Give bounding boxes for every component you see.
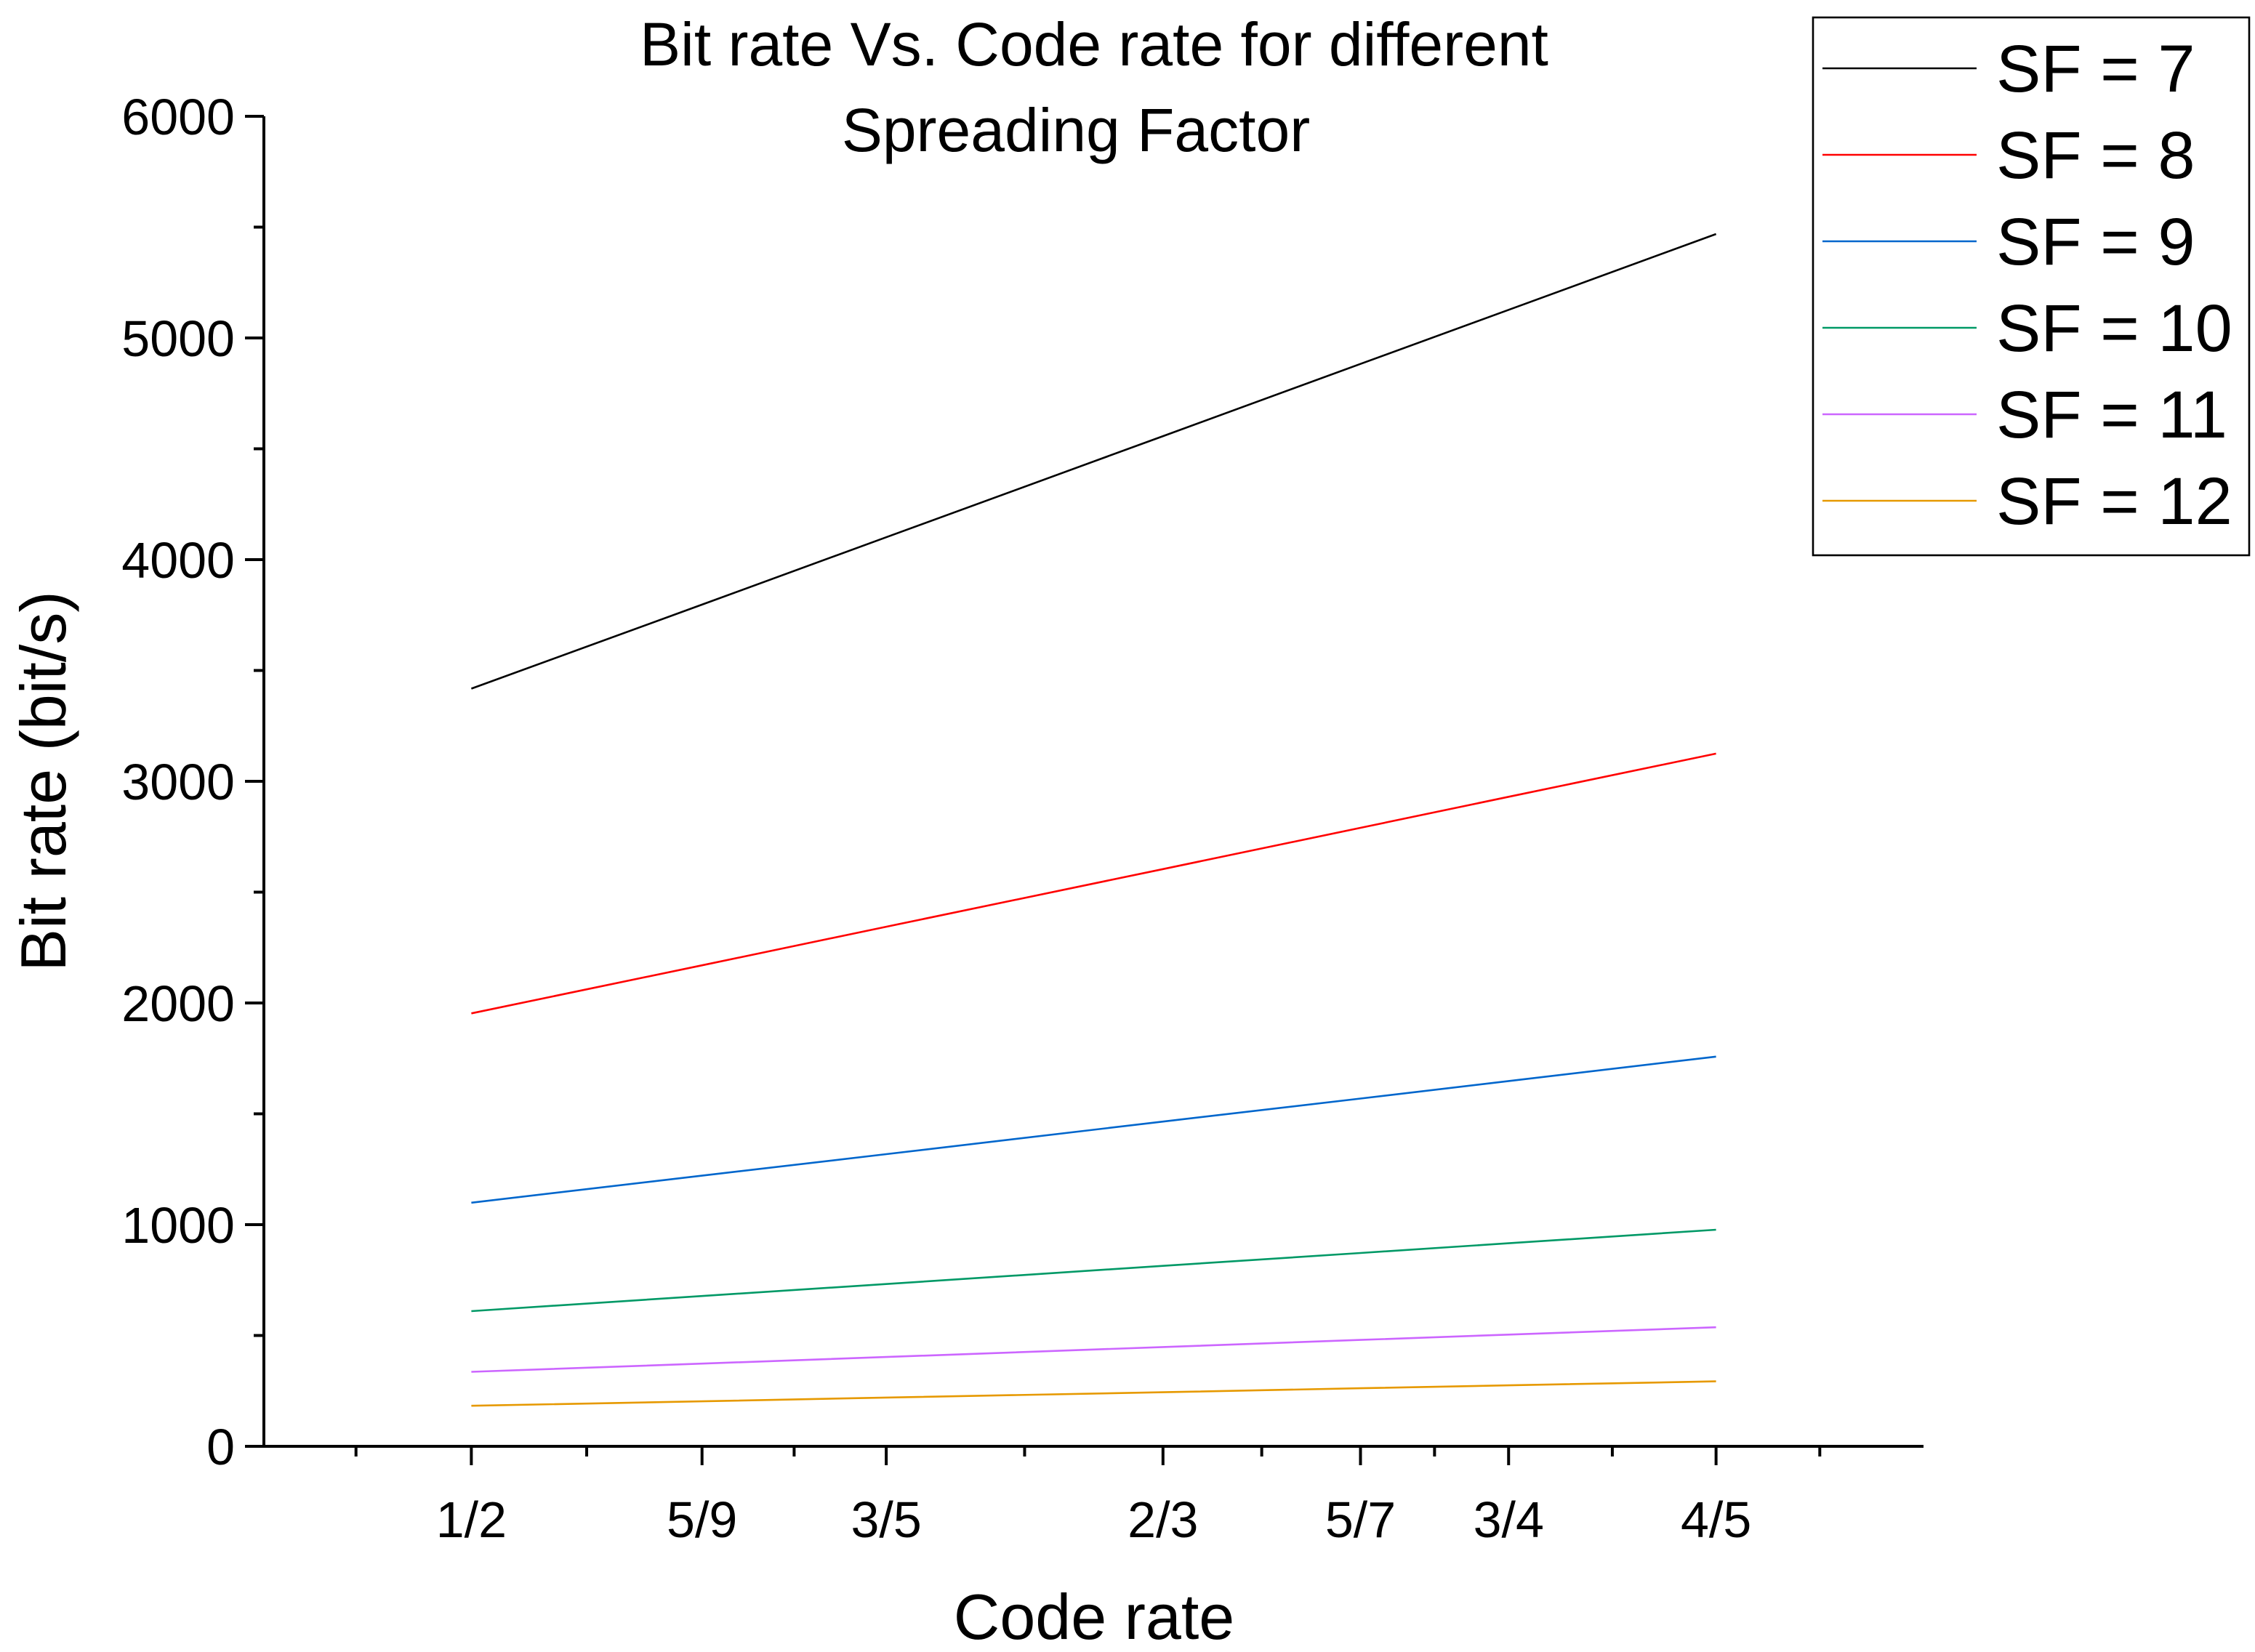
y-tick-label: 1000 xyxy=(121,1197,235,1254)
series-line-sf-9 xyxy=(471,1055,1716,1204)
series-lines xyxy=(470,233,1717,1407)
series-line-sf-8 xyxy=(471,752,1716,1015)
x-tick-label: 1/2 xyxy=(436,1491,507,1548)
series-line-sf-7 xyxy=(470,233,1717,690)
legend-label-sf-10: SF = 10 xyxy=(1996,291,2232,366)
y-axis-label: Bit rate (bit/s) xyxy=(7,591,79,971)
chart-title: Bit rate Vs. Code rate for different Spr… xyxy=(640,10,1548,164)
x-tick-label: 3/4 xyxy=(1474,1491,1544,1548)
axes xyxy=(262,116,1924,1448)
y-tick-label: 3000 xyxy=(121,754,235,810)
legend-label-sf-8: SF = 8 xyxy=(1996,118,2195,193)
series-line-sf-12 xyxy=(471,1380,1716,1407)
legend-label-sf-9: SF = 9 xyxy=(1996,205,2195,279)
x-tick-label: 5/9 xyxy=(667,1491,737,1548)
y-tick-label: 4000 xyxy=(121,532,235,589)
y-axis-ticks: 0 1000 2000 3000 4000 5000 6000 xyxy=(121,89,264,1475)
y-tick-label: 5000 xyxy=(121,310,235,367)
x-axis-label: Code rate xyxy=(954,1581,1234,1652)
x-tick-label: 3/5 xyxy=(851,1491,921,1548)
series-line-sf-11 xyxy=(471,1326,1716,1373)
legend-frame xyxy=(1812,16,2251,557)
y-tick-label: 2000 xyxy=(121,975,235,1032)
x-tick-label: 5/7 xyxy=(1325,1491,1396,1548)
x-tick-label: 2/3 xyxy=(1128,1491,1198,1548)
y-tick-label: 0 xyxy=(206,1419,235,1475)
x-tick-label: 4/5 xyxy=(1681,1491,1751,1548)
y-tick-label: 6000 xyxy=(121,89,235,145)
legend-label-sf-12: SF = 12 xyxy=(1996,464,2232,539)
legend-label-sf-7: SF = 7 xyxy=(1996,32,2195,106)
legend: SF = 7 SF = 8 SF = 9 SF = 10 SF = 11 SF = 12 xyxy=(1812,16,2251,557)
chart-title-line-2: Spreading Factor xyxy=(842,96,1310,164)
legend-label-sf-11: SF = 11 xyxy=(1996,378,2227,452)
x-axis-ticks: 1/2 5/9 3/5 2/3 5/7 3/4 4/5 xyxy=(354,1446,1822,1548)
chart-title-line-1: Bit rate Vs. Code rate for different xyxy=(640,10,1548,78)
series-line-sf-10 xyxy=(471,1228,1716,1313)
